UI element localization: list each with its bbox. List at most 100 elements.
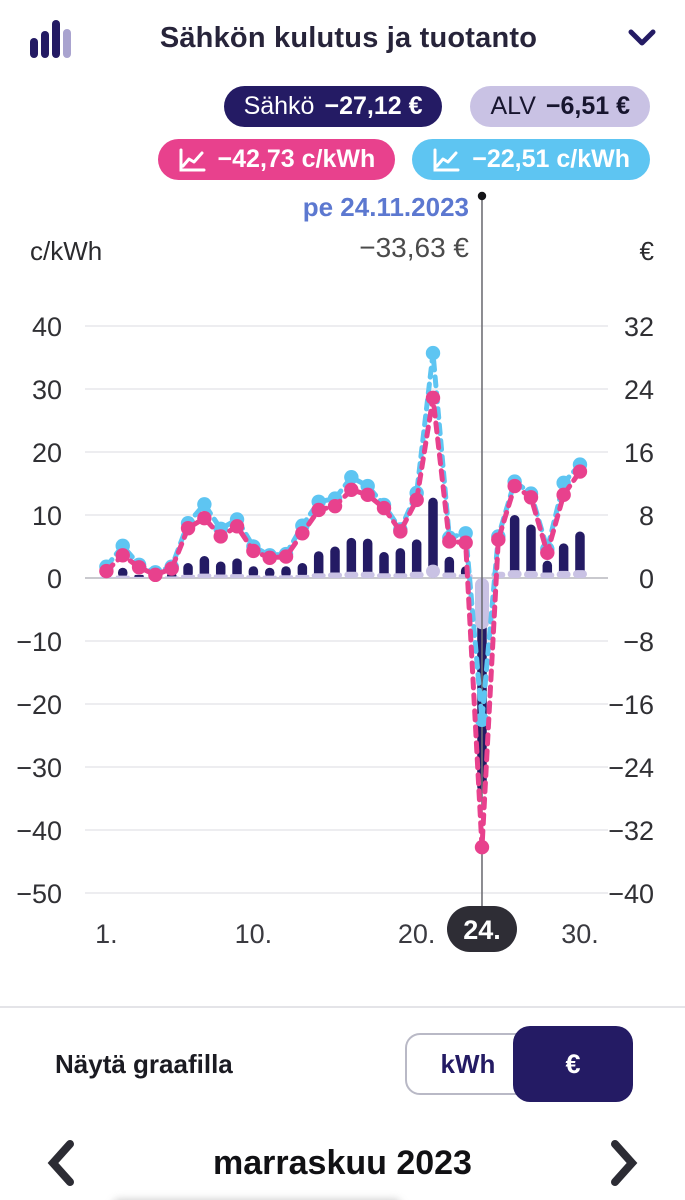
consumption-production-chart[interactable]: 40 30 20 10 0 −10 −20 −30 −40 −50 32 24 16 8 0 −8 −16 −24… bbox=[0, 188, 685, 968]
chart-card-header: Sähkön kulutus ja tuotanto bbox=[0, 0, 685, 62]
alv-bars-eur-bar bbox=[213, 574, 228, 578]
price-line-blue-point bbox=[197, 497, 212, 512]
collapse-chevron-icon[interactable] bbox=[625, 23, 659, 53]
sahko-bars-eur-bar bbox=[379, 552, 389, 578]
line-chart-icon bbox=[178, 147, 206, 173]
right-tick-label: 32 bbox=[624, 312, 654, 342]
x-tick-label: 30. bbox=[561, 919, 599, 949]
price-line-blue-point bbox=[344, 470, 359, 485]
price-line-pink-point bbox=[278, 549, 294, 564]
previous-month-button[interactable] bbox=[42, 1139, 80, 1187]
price-line-pink-point bbox=[197, 510, 212, 526]
left-tick-label: 40 bbox=[32, 312, 62, 342]
alv-bars-eur-bar bbox=[230, 574, 245, 578]
month-title: marraskuu 2023 bbox=[213, 1143, 472, 1182]
price-line-pink-point bbox=[393, 524, 408, 539]
price-line-pink-point bbox=[164, 561, 179, 576]
gridlines bbox=[85, 325, 608, 894]
alv-bars-eur-bar bbox=[572, 570, 587, 578]
left-tick-label: 0 bbox=[47, 564, 62, 594]
left-tick-label: −30 bbox=[16, 753, 62, 783]
left-tick-label: 10 bbox=[32, 501, 62, 531]
sahko-bars-eur-bar bbox=[558, 543, 569, 578]
alv-bars-eur-bar bbox=[295, 574, 310, 578]
price-line-pink-point bbox=[229, 519, 245, 534]
selected-day-pill-bg bbox=[446, 906, 517, 952]
alv-bars-eur-bar bbox=[556, 570, 571, 578]
sahko-total-badge: Sähkö −27,12 € bbox=[223, 86, 443, 127]
selected-total: −33,63 € bbox=[359, 232, 469, 263]
alv-bars-eur-bar bbox=[197, 573, 212, 578]
sahko-bars-eur-bar bbox=[428, 497, 438, 578]
next-month-button[interactable] bbox=[605, 1139, 643, 1187]
sahko-bars-eur-bar bbox=[526, 524, 536, 578]
price-line-pink bbox=[99, 390, 588, 855]
alv-bars-eur-bar bbox=[409, 571, 424, 578]
right-tick-label: −40 bbox=[608, 879, 654, 909]
price-line-pink-point bbox=[115, 548, 130, 563]
price-line-blue-point bbox=[474, 712, 490, 728]
sahko-bars-eur-bar bbox=[183, 563, 193, 578]
price-line-pink-point bbox=[458, 535, 473, 550]
alv-bars-eur-bar bbox=[442, 572, 457, 578]
page-title: Sähkön kulutus ja tuotanto bbox=[159, 21, 538, 54]
alv-bars-eur-bar bbox=[115, 575, 130, 578]
price-line-pink-point bbox=[523, 490, 539, 505]
sahko-bars-eur-bar bbox=[232, 558, 242, 578]
left-axis-unit: c/kWh bbox=[30, 236, 103, 266]
sahko-bars-eur bbox=[101, 497, 585, 792]
bar-chart-icon bbox=[26, 18, 72, 58]
price-line-pink-point bbox=[474, 839, 490, 855]
sahko-bars-eur-bar bbox=[346, 537, 357, 578]
price-line-pink-point bbox=[409, 492, 424, 508]
alv-bars-eur-bar bbox=[393, 573, 408, 578]
price-line-pink-point bbox=[360, 487, 375, 503]
price-line-pink-point bbox=[131, 560, 147, 575]
price-line-pink-point bbox=[425, 390, 441, 406]
alv-bars-eur-bar bbox=[507, 570, 522, 578]
selection-tooltip: pe 24.11.2023 −33,63 € bbox=[303, 192, 469, 264]
price-line-pink-point bbox=[556, 487, 571, 503]
price-pink-value: −42,73 c/kWh bbox=[217, 145, 376, 173]
price-line-pink-point bbox=[540, 545, 555, 560]
price-line-pink-point bbox=[99, 563, 114, 579]
price-line-pink-point bbox=[148, 567, 163, 583]
price-line-blue-path bbox=[103, 350, 583, 723]
alv-total-badge: ALV −6,51 € bbox=[470, 86, 650, 127]
price-line-blue-point bbox=[425, 345, 441, 361]
alv-bars-eur-bar bbox=[377, 573, 392, 578]
price-line-pink-point bbox=[262, 550, 277, 566]
alv-bars-eur-bar bbox=[523, 570, 538, 578]
summary-badges: Sähkö −27,12 € ALV −6,51 € −42,73 c/kWh … bbox=[0, 86, 685, 180]
price-line-pink-point bbox=[507, 478, 522, 494]
graph-unit-control-row: Näytä graafilla kWh € bbox=[0, 1008, 685, 1110]
price-pink-badge: −42,73 c/kWh bbox=[157, 139, 396, 180]
price-line-pink-point bbox=[246, 543, 261, 559]
right-tick-label: −8 bbox=[623, 627, 654, 657]
cursor bbox=[477, 191, 487, 909]
alv-bars-eur-bar bbox=[360, 571, 375, 578]
toggle-option-eur[interactable]: € bbox=[513, 1026, 633, 1102]
alv-bars-eur-bar bbox=[311, 573, 326, 578]
section-divider bbox=[0, 1006, 685, 1008]
selected-day-pill[interactable]: 24. bbox=[446, 906, 517, 952]
sahko-bars-eur-bar bbox=[313, 551, 324, 578]
left-axis-tick-labels: 40 30 20 10 0 −10 −20 −30 −40 −50 bbox=[16, 312, 62, 909]
alv-bars-eur-bar bbox=[132, 576, 147, 578]
unit-toggle: kWh € bbox=[405, 1026, 633, 1102]
sahko-bars-eur-bar bbox=[509, 515, 520, 578]
alv-bars-eur-bar bbox=[246, 575, 261, 578]
sahko-bars-eur-bar bbox=[264, 567, 275, 578]
left-tick-label: −20 bbox=[16, 690, 62, 720]
x-axis-labels: 1. 10. 20. 30. bbox=[95, 919, 599, 949]
alv-badge-label: ALV bbox=[490, 92, 536, 120]
sahko-bars-eur-bar bbox=[411, 539, 422, 578]
left-tick-label: −40 bbox=[16, 816, 62, 846]
price-line-pink-point bbox=[327, 498, 343, 514]
sahko-bars-eur-bar bbox=[575, 531, 585, 578]
price-blue-badge: −22,51 c/kWh bbox=[412, 139, 650, 180]
right-tick-label: −24 bbox=[608, 753, 654, 783]
right-tick-label: −32 bbox=[608, 816, 654, 846]
line-chart-icon bbox=[432, 147, 460, 173]
